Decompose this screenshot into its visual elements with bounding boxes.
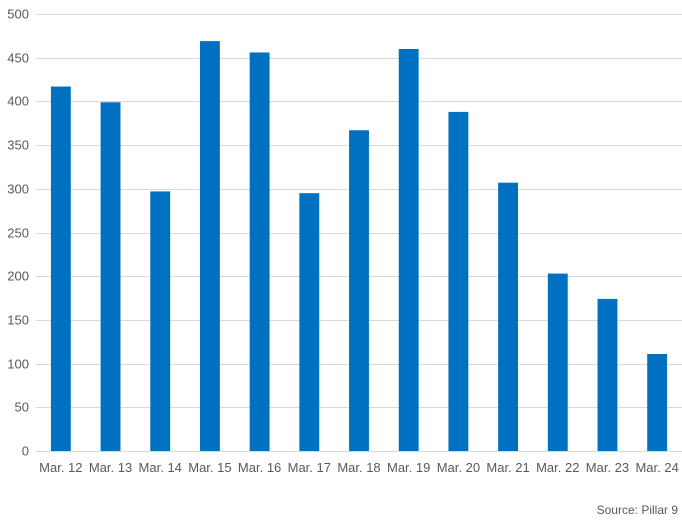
y-tick-label: 150: [7, 313, 29, 328]
x-axis-ticks: Mar. 12 Mar. 13 Mar. 14 Mar. 15 Mar. 16 Mar. …: [39, 460, 679, 475]
bar-mar-17: [299, 193, 320, 452]
bar-mar-14: [150, 191, 171, 451]
y-tick-label: 300: [7, 182, 29, 197]
x-tick-label: Mar. 13: [89, 460, 132, 475]
x-tick-label: Mar. 20: [437, 460, 480, 475]
y-tick-label: 50: [15, 400, 29, 415]
y-tick-label: 0: [22, 444, 29, 459]
x-tick-label: Mar. 24: [635, 460, 678, 475]
bars: [50, 41, 668, 452]
bar-mar-13: [100, 102, 121, 452]
bar-mar-20: [448, 111, 469, 451]
bar-mar-21: [498, 182, 519, 451]
x-tick-label: Mar. 21: [486, 460, 529, 475]
bar-mar-16: [249, 52, 270, 452]
x-tick-label: Mar. 18: [337, 460, 380, 475]
bar-mar-19: [398, 48, 419, 452]
y-tick-label: 350: [7, 138, 29, 153]
y-tick-label: 250: [7, 226, 29, 241]
y-tick-label: 400: [7, 94, 29, 109]
x-tick-label: Mar. 19: [387, 460, 430, 475]
x-tick-label: Mar. 23: [586, 460, 629, 475]
x-tick-label: Mar. 14: [139, 460, 182, 475]
bar-mar-15: [199, 41, 220, 452]
bar-mar-23: [597, 298, 618, 451]
bar-mar-22: [547, 273, 568, 451]
y-tick-label: 500: [7, 7, 29, 22]
x-tick-label: Mar. 17: [288, 460, 331, 475]
x-tick-label: Mar. 22: [536, 460, 579, 475]
y-tick-label: 450: [7, 51, 29, 66]
x-tick-label: Mar. 16: [238, 460, 281, 475]
x-tick-label: Mar. 12: [39, 460, 82, 475]
bar-mar-18: [349, 130, 369, 451]
source-note: Source: Pillar 9: [596, 503, 678, 517]
y-tick-label: 100: [7, 357, 29, 372]
bar-mar-24: [647, 353, 668, 451]
y-tick-label: 200: [7, 269, 29, 284]
y-axis-ticks: 0 50 100 150 200 250 300 350 400 450 500: [7, 7, 29, 459]
bar-mar-12: [50, 86, 71, 452]
x-tick-label: Mar. 15: [188, 460, 231, 475]
